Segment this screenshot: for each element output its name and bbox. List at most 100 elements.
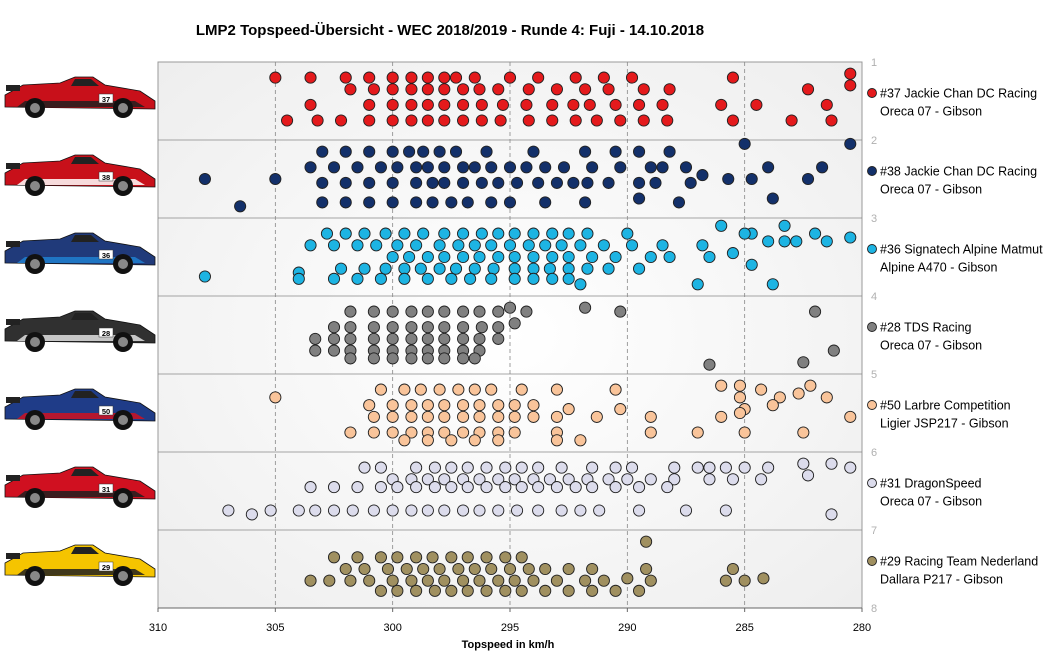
data-point — [445, 461, 458, 474]
data-point — [421, 473, 434, 486]
data-point — [457, 332, 470, 345]
data-point — [410, 551, 423, 564]
car-hub — [118, 337, 128, 347]
data-point — [492, 305, 505, 318]
y-tick-label: 7 — [871, 525, 877, 537]
data-point — [485, 196, 498, 209]
data-point — [457, 176, 470, 189]
data-point — [344, 83, 357, 96]
data-point — [762, 461, 775, 474]
data-point — [316, 145, 329, 158]
data-point — [520, 305, 533, 318]
data-point — [445, 481, 458, 494]
data-point — [508, 272, 521, 285]
data-point — [633, 176, 646, 189]
data-point — [522, 83, 535, 96]
data-point — [480, 481, 493, 494]
data-point — [421, 71, 434, 84]
data-point — [562, 272, 575, 285]
data-point — [468, 352, 481, 365]
data-point — [581, 262, 594, 275]
data-point — [468, 71, 481, 84]
data-point — [825, 114, 838, 127]
x-tick-label: 290 — [618, 622, 636, 634]
data-point — [405, 504, 418, 517]
data-point — [304, 574, 317, 587]
data-point — [499, 481, 512, 494]
data-point — [602, 473, 615, 486]
car-wing — [6, 241, 20, 247]
data-point — [405, 574, 418, 587]
legend-series-model: Oreca 07 - Gibson — [880, 183, 982, 197]
data-point — [663, 250, 676, 264]
data-point — [562, 262, 575, 275]
data-point — [503, 562, 517, 576]
data-point — [679, 161, 693, 174]
data-point — [386, 145, 399, 158]
data-point — [485, 239, 498, 252]
data-point — [738, 574, 751, 587]
data-point — [550, 410, 563, 423]
data-point — [386, 71, 399, 84]
data-point — [433, 562, 446, 576]
data-point — [574, 239, 587, 252]
data-point — [522, 239, 535, 252]
data-point — [492, 176, 505, 189]
data-point — [773, 391, 786, 404]
data-point — [844, 231, 857, 244]
data-point — [433, 145, 446, 158]
legend: #37 Jackie Chan DC Racing Oreca 07 - Gibs… — [867, 87, 1043, 587]
data-point — [520, 98, 533, 111]
data-point — [433, 239, 446, 252]
car-hub — [30, 571, 40, 581]
data-point — [316, 196, 329, 209]
data-point — [457, 227, 470, 240]
y-tick-label: 5 — [871, 369, 877, 381]
data-point — [640, 535, 653, 548]
data-point — [609, 461, 622, 474]
data-point — [358, 227, 371, 240]
data-point — [637, 83, 650, 96]
data-point — [586, 481, 599, 494]
data-point — [269, 172, 282, 186]
data-point — [532, 71, 545, 84]
data-point — [579, 196, 592, 209]
data-point — [428, 584, 441, 597]
car-hub — [30, 103, 40, 113]
data-point — [334, 262, 348, 275]
y-tick-label: 4 — [871, 291, 877, 303]
data-point — [579, 145, 592, 158]
data-point — [792, 387, 805, 400]
data-point — [426, 176, 439, 189]
data-point — [311, 114, 324, 127]
data-point — [473, 250, 486, 264]
data-point — [292, 272, 305, 285]
data-point — [515, 383, 528, 396]
data-point — [755, 473, 768, 486]
data-point — [492, 473, 505, 486]
data-point — [790, 235, 803, 248]
data-point — [374, 481, 387, 494]
data-point — [546, 98, 559, 111]
data-point — [755, 383, 768, 396]
data-point — [421, 574, 434, 587]
data-point — [475, 176, 488, 189]
data-point — [398, 227, 411, 240]
data-point — [421, 305, 434, 318]
data-point — [468, 383, 481, 396]
data-point — [381, 562, 395, 576]
data-point — [309, 504, 322, 517]
data-point — [567, 98, 580, 111]
data-point — [327, 481, 341, 494]
data-point — [503, 301, 517, 314]
y-tick-label: 2 — [871, 135, 877, 147]
data-point — [696, 169, 709, 182]
data-point — [492, 434, 505, 447]
data-point — [637, 114, 650, 127]
data-point — [656, 161, 669, 174]
data-point — [386, 98, 399, 111]
x-tick-label: 295 — [501, 622, 519, 634]
data-point — [733, 379, 747, 392]
data-point — [543, 473, 556, 486]
data-point — [421, 98, 434, 111]
